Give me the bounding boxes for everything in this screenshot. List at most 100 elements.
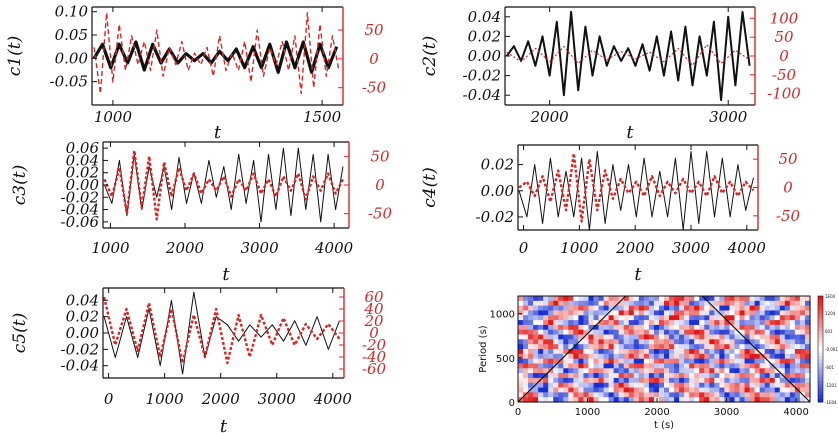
heatmap-cell (729, 339, 736, 345)
heatmap-cell (729, 300, 736, 307)
heatmap-cell (674, 392, 680, 398)
y2-tick-label: 50 (364, 21, 384, 39)
heatmap-cell (774, 315, 781, 321)
heatmap-cell (689, 305, 695, 312)
heatmap-cell (724, 363, 731, 369)
heatmap-cell (613, 315, 620, 321)
heatmap-cell (543, 373, 549, 379)
heatmap-cell (613, 373, 620, 379)
heatmap-cell (573, 392, 580, 398)
heatmap-cell (669, 397, 675, 403)
heatmap-cell (724, 296, 731, 302)
x-tick-label: 2000 (615, 239, 655, 257)
heatmap-cell (754, 310, 761, 316)
heatmap-cell (669, 377, 675, 384)
heatmap-cell (694, 358, 700, 365)
heatmap-cell (754, 363, 761, 369)
heatmap-cell (784, 300, 791, 307)
heatmap-cell (739, 353, 746, 360)
heatmap-cell (724, 300, 731, 307)
heatmap-cell (658, 300, 665, 307)
heatmap-cell (684, 387, 690, 393)
heatmap-cell (794, 397, 801, 403)
y-tick-label: 0.00 (55, 49, 89, 67)
heatmap-cell (558, 344, 564, 350)
heatmap-cell (648, 324, 655, 331)
heatmap-cell (734, 344, 741, 350)
heatmap-cell (739, 373, 746, 379)
heatmap-cell (729, 363, 736, 369)
heatmap-cell (669, 296, 675, 302)
heatmap-cell (653, 368, 660, 374)
heatmap-cell (669, 353, 675, 360)
heatmap-cell (643, 392, 650, 398)
heatmap-cell (618, 358, 625, 365)
heatmap-cell (734, 392, 741, 398)
heatmap-cell (714, 305, 720, 312)
heatmap-cell (653, 387, 660, 393)
heatmap-cell (709, 387, 715, 393)
heatmap-cell (593, 324, 600, 331)
heatmap-cell (523, 363, 529, 369)
x-tick-label: 3000 (709, 108, 748, 126)
heatmap-cell (518, 320, 524, 326)
colorbar-swatch (818, 394, 823, 399)
heatmap-cell (613, 324, 620, 331)
heatmap-cell (699, 392, 705, 398)
y-tick-label: 0.04 (66, 291, 99, 309)
heatmap-cell (719, 373, 726, 379)
heatmap-cell (744, 300, 751, 307)
heatmap-cell (664, 339, 670, 345)
heatmap-cell (553, 324, 559, 331)
heatmap-cell (573, 329, 580, 336)
heatmap-cell (648, 358, 655, 365)
heatmap-cell (749, 377, 756, 384)
heatmap-cell (623, 368, 630, 374)
heatmap-cell (633, 387, 640, 393)
heatmap-cell (523, 300, 529, 307)
heatmap-cell (533, 320, 539, 326)
heatmap-cell (518, 344, 524, 350)
heatmap-cell (679, 310, 685, 316)
heatmap-cell (734, 334, 741, 340)
heatmap-cell (794, 358, 801, 365)
heatmap-cell (633, 344, 640, 350)
heatmap-cell (739, 344, 746, 350)
heatmap-cell (583, 382, 590, 389)
heatmap-cell (739, 305, 746, 312)
colorbar-swatch (818, 359, 823, 364)
heatmap-cell (759, 300, 766, 307)
heatmap-cell (804, 368, 811, 374)
heatmap-cell (694, 368, 700, 374)
heatmap-cell (653, 349, 660, 355)
heatmap-cell (658, 358, 665, 365)
heatmap-cell (679, 358, 685, 365)
heatmap-cell (684, 334, 690, 340)
heatmap-cell (794, 329, 801, 336)
heatmap-cell (699, 329, 705, 336)
heatmap-cell (573, 334, 580, 340)
heatmap-cell (769, 344, 776, 350)
heatmap-cell (684, 344, 690, 350)
heatmap-cell (523, 305, 529, 312)
heatmap-cell (603, 310, 610, 316)
heatmap-cell (548, 363, 554, 369)
heatmap-cell (694, 353, 700, 360)
heatmap-cell (528, 310, 534, 316)
heatmap-cell (804, 320, 811, 326)
heatmap-cell (603, 344, 610, 350)
heatmap-cell (543, 339, 549, 345)
heatmap-cell (684, 397, 690, 403)
heatmap-cell (608, 324, 615, 331)
heatmap-cell (533, 387, 539, 393)
heatmap-cell (623, 358, 630, 365)
y2-tick-label: 0 (375, 176, 385, 194)
x-tick-label: 4000 (783, 407, 808, 418)
heatmap-cell (613, 353, 620, 360)
heatmap-cell (633, 324, 640, 331)
heatmap-cell (543, 397, 549, 403)
heatmap-cell (563, 324, 569, 331)
heatmap-cell (734, 349, 741, 355)
heatmap-cell (729, 310, 736, 316)
heatmap-cell (583, 339, 590, 345)
